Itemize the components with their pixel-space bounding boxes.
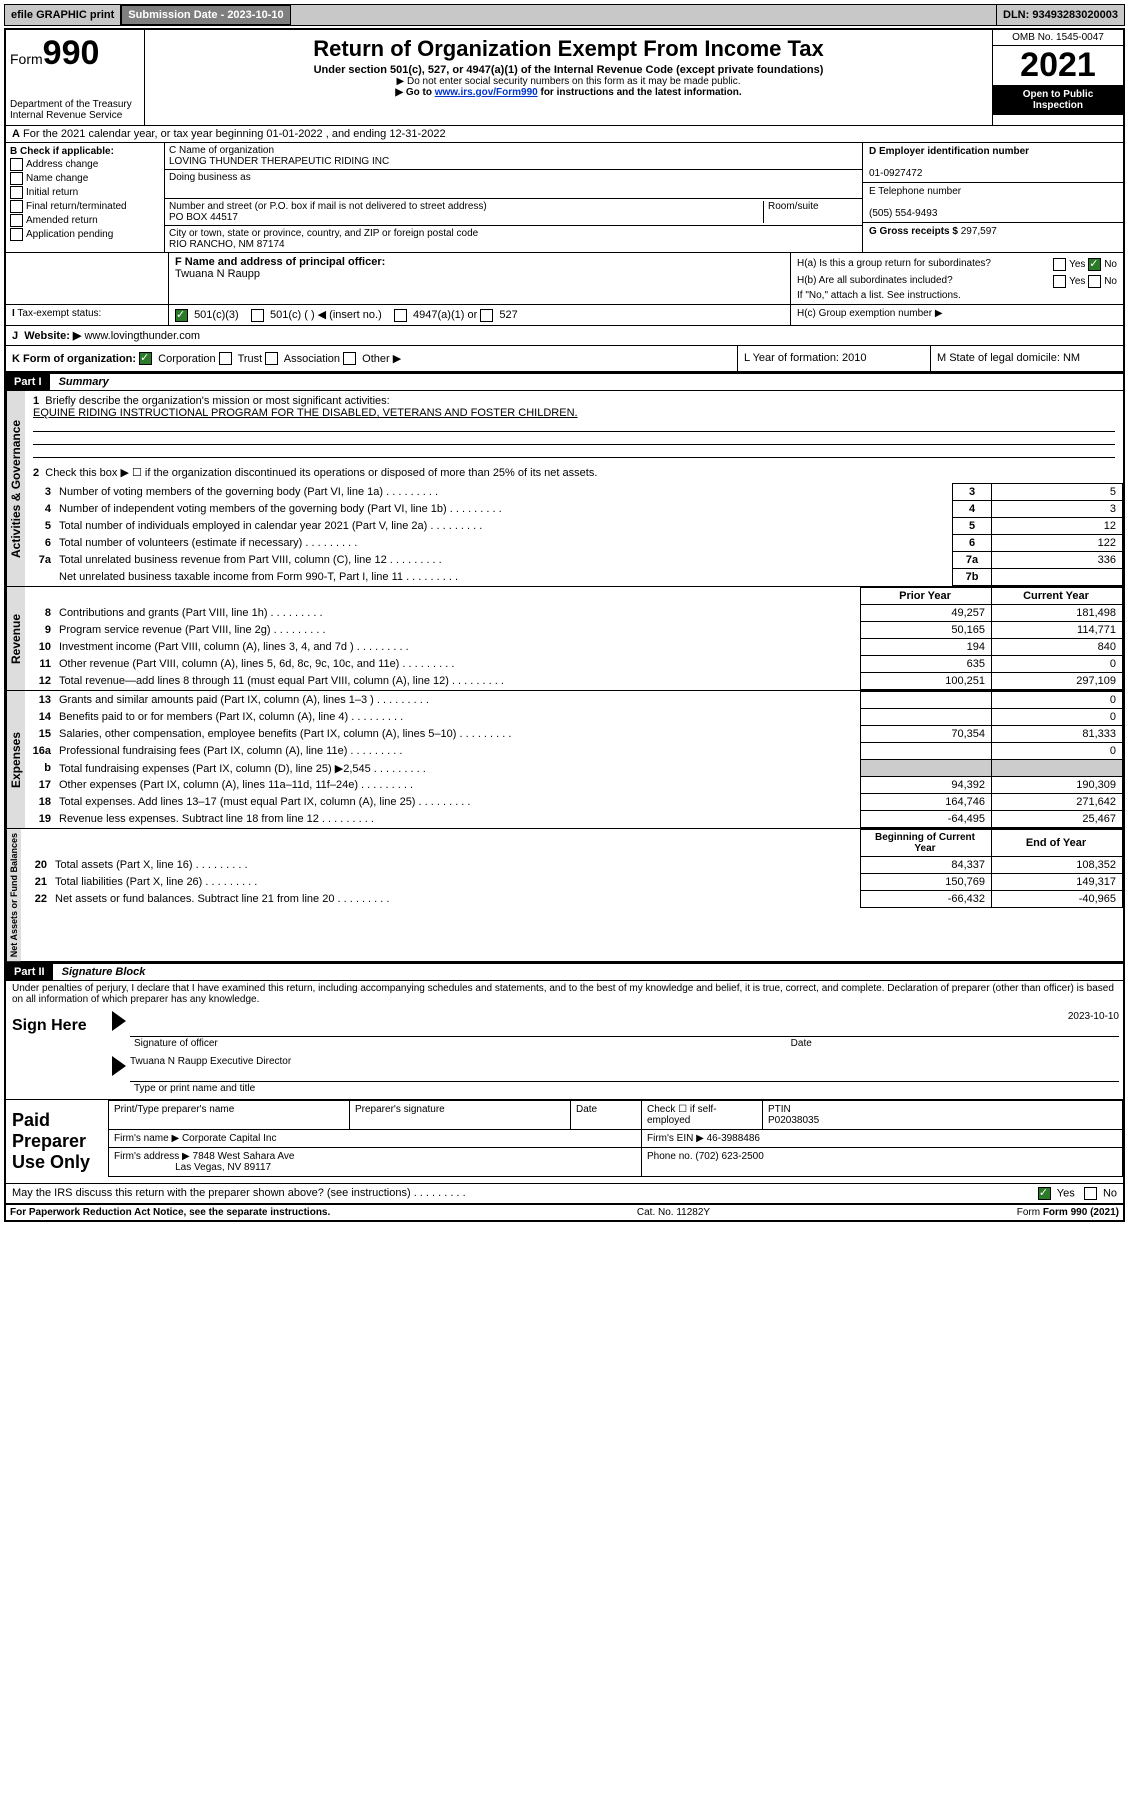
firm-ein: 46-3988486 xyxy=(707,1133,760,1144)
form-header: Form990 Department of the Treasury Inter… xyxy=(6,30,1123,126)
omb-number: OMB No. 1545-0047 xyxy=(993,30,1123,46)
tax-period-line: A For the 2021 calendar year, or tax yea… xyxy=(6,126,1123,143)
form-title: Return of Organization Exempt From Incom… xyxy=(151,36,986,62)
street-address: PO BOX 44517 xyxy=(169,212,238,223)
form-frame: Form990 Department of the Treasury Inter… xyxy=(4,28,1125,1222)
goto-note: ▶ Go to www.irs.gov/Form990 for instruct… xyxy=(151,87,986,98)
identity-block: B Check if applicable: Address change Na… xyxy=(6,143,1123,253)
group-return-block: H(a) Is this a group return for subordin… xyxy=(790,253,1123,304)
table-row: 22Net assets or fund balances. Subtract … xyxy=(21,891,1123,908)
year-formation: L Year of formation: 2010 xyxy=(737,346,930,372)
table-row: 13Grants and similar amounts paid (Part … xyxy=(25,692,1123,709)
table-row: 21Total liabilities (Part X, line 26)150… xyxy=(21,874,1123,891)
dln-label: DLN: 93493283020003 xyxy=(997,5,1124,25)
paid-preparer-block: Paid Preparer Use Only Print/Type prepar… xyxy=(6,1100,1123,1184)
website-link[interactable]: www.lovingthunder.com xyxy=(84,330,200,342)
table-row: 19Revenue less expenses. Subtract line 1… xyxy=(25,811,1123,828)
principal-officer: Twuana N Raupp xyxy=(175,268,260,280)
activities-governance-section: Activities & Governance 1 Briefly descri… xyxy=(6,391,1123,587)
form-subtitle: Under section 501(c), 527, or 4947(a)(1)… xyxy=(151,64,986,76)
part1-header: Part I Summary xyxy=(6,373,1123,391)
table-row: 7aTotal unrelated business revenue from … xyxy=(25,552,1123,569)
org-name: LOVING THUNDER THERAPEUTIC RIDING INC xyxy=(169,156,389,167)
table-row: 3Number of voting members of the governi… xyxy=(25,484,1123,501)
table-row: 16aProfessional fundraising fees (Part I… xyxy=(25,743,1123,760)
mission-text: EQUINE RIDING INSTRUCTIONAL PROGRAM FOR … xyxy=(33,407,578,419)
perjury-statement: Under penalties of perjury, I declare th… xyxy=(6,981,1123,1007)
net-assets-section: Net Assets or Fund Balances Beginning of… xyxy=(6,829,1123,963)
tax-year: 2021 xyxy=(993,46,1123,85)
phone-value: (505) 554-9493 xyxy=(869,208,937,219)
table-row: Net unrelated business taxable income fr… xyxy=(25,569,1123,586)
table-row: 20Total assets (Part X, line 16)84,33710… xyxy=(21,857,1123,874)
check-if-applicable: B Check if applicable: Address change Na… xyxy=(6,143,165,252)
state-domicile: M State of legal domicile: NM xyxy=(930,346,1123,372)
table-row: 14Benefits paid to or for members (Part … xyxy=(25,709,1123,726)
irs-label: Internal Revenue Service xyxy=(10,110,140,121)
top-bar: efile GRAPHIC print Submission Date - 20… xyxy=(4,4,1125,26)
officer-block: F Name and address of principal officer:… xyxy=(6,253,1123,305)
table-row: 8Contributions and grants (Part VIII, li… xyxy=(25,605,1123,622)
ssn-note: ▶ Do not enter social security numbers o… xyxy=(151,76,986,87)
table-row: 5Total number of individuals employed in… xyxy=(25,518,1123,535)
efile-label[interactable]: efile GRAPHIC print xyxy=(5,5,121,25)
table-row: bTotal fundraising expenses (Part IX, co… xyxy=(25,760,1123,777)
signature-arrow-icon xyxy=(112,1011,126,1031)
table-row: 11Other revenue (Part VIII, column (A), … xyxy=(25,656,1123,673)
table-row: 4Number of independent voting members of… xyxy=(25,501,1123,518)
table-row: 6Total number of volunteers (estimate if… xyxy=(25,535,1123,552)
signature-arrow-icon xyxy=(112,1056,126,1076)
table-row: 12Total revenue—add lines 8 through 11 (… xyxy=(25,673,1123,690)
gross-receipts: 297,597 xyxy=(961,226,997,237)
revenue-section: Revenue Prior Year Current Year 8Contrib… xyxy=(6,587,1123,691)
sign-here-block: Sign Here 2023-10-10 Signature of office… xyxy=(6,1007,1123,1100)
tax-exempt-row: I Tax-exempt status: 501(c)(3) 501(c) ( … xyxy=(6,305,1123,326)
submission-date-button[interactable]: Submission Date - 2023-10-10 xyxy=(121,5,290,25)
table-row: 18Total expenses. Add lines 13–17 (must … xyxy=(25,794,1123,811)
ptin-value: P02038035 xyxy=(768,1115,819,1126)
table-row: 10Investment income (Part VIII, column (… xyxy=(25,639,1123,656)
table-row: 9Program service revenue (Part VIII, lin… xyxy=(25,622,1123,639)
firm-name: Corporate Capital Inc xyxy=(182,1133,277,1144)
city-state-zip: RIO RANCHO, NM 87174 xyxy=(169,239,285,250)
instructions-link[interactable]: www.irs.gov/Form990 xyxy=(435,87,538,98)
dept-label: Department of the Treasury xyxy=(10,99,140,110)
ein-value: 01-0927472 xyxy=(869,168,922,179)
prep-phone: (702) 623-2500 xyxy=(695,1151,763,1162)
sign-date: 2023-10-10 xyxy=(1068,1011,1119,1022)
open-public-badge: Open to Public Inspection xyxy=(993,85,1123,115)
form-org-row: K Form of organization: Corporation Trus… xyxy=(6,346,1123,374)
page-footer: For Paperwork Reduction Act Notice, see … xyxy=(6,1204,1123,1220)
table-row: 17Other expenses (Part IX, column (A), l… xyxy=(25,777,1123,794)
officer-name-title: Twuana N Raupp Executive Director xyxy=(130,1056,1119,1067)
table-row: 15Salaries, other compensation, employee… xyxy=(25,726,1123,743)
website-row: J Website: ▶ www.lovingthunder.com xyxy=(6,326,1123,346)
part2-header: Part II Signature Block xyxy=(6,963,1123,981)
discuss-row: May the IRS discuss this return with the… xyxy=(6,1184,1123,1204)
expenses-section: Expenses 13Grants and similar amounts pa… xyxy=(6,691,1123,829)
